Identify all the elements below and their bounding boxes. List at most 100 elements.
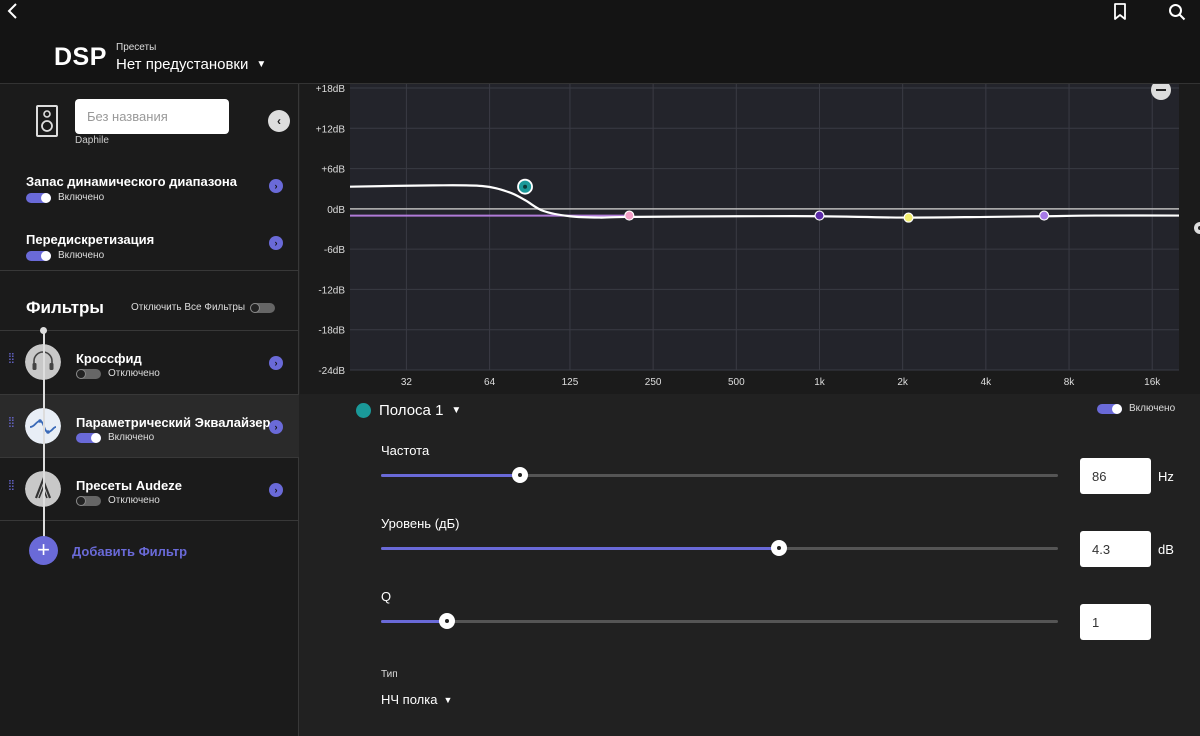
setting-title: Передискретизация — [26, 232, 155, 247]
x-tick-label: 2k — [897, 377, 909, 388]
filter-title: Кроссфид — [76, 351, 142, 366]
toggle-state-label: Отключено — [108, 495, 160, 506]
gain-input[interactable] — [1080, 531, 1151, 567]
eq-graph[interactable]: +18dB +12dB +6dB 0dB -6dB -12dB -18dB -24dB 32 64… — [300, 80, 1200, 394]
y-tick-label: -24dB — [318, 366, 345, 377]
y-tick-label: -18dB — [318, 326, 345, 337]
band-handle[interactable] — [814, 210, 825, 221]
frequency-unit: Hz — [1158, 469, 1174, 484]
resampling-toggle[interactable] — [26, 250, 51, 261]
add-filter-label[interactable]: Добавить Фильтр — [72, 544, 188, 559]
gain-unit: dB — [1158, 542, 1174, 557]
speaker-icon — [36, 105, 58, 137]
disable-all-toggle[interactable] — [250, 302, 276, 313]
page-title: DSP — [54, 43, 107, 71]
right-edge-handle[interactable] — [1194, 222, 1200, 234]
gain-slider-thumb[interactable] — [771, 540, 788, 556]
parametric-eq-toggle[interactable] — [76, 432, 101, 443]
band-handle[interactable] — [624, 210, 635, 221]
frequency-input[interactable] — [1080, 458, 1151, 494]
divider — [0, 394, 299, 395]
toggle-state-label: Включено — [58, 192, 105, 203]
gain-label: Уровень (дБ) — [381, 516, 460, 531]
x-tick-label: 8k — [1064, 377, 1076, 388]
filter-row-parametric-eq[interactable]: ⁞⁞ Параметрический Эквалайзер Включено › — [0, 395, 299, 458]
headroom-toggle[interactable] — [26, 192, 51, 203]
plot-area — [350, 84, 1179, 370]
search-icon[interactable] — [1168, 3, 1186, 21]
filter-chain-start-dot — [40, 327, 47, 334]
setting-resampling: Передискретизация Включено — [26, 232, 154, 261]
x-tick-label: 125 — [562, 377, 579, 388]
drag-handle-icon[interactable]: ⁞⁞ — [8, 477, 15, 493]
divider — [0, 270, 299, 271]
setting-headroom: Запас динамического диапазона Включено — [26, 174, 237, 203]
x-tick-label: 32 — [401, 377, 413, 388]
y-tick-label: +12dB — [316, 124, 346, 135]
x-tick-label: 1k — [814, 377, 826, 388]
band-name: Полоса 1 — [379, 402, 444, 419]
drag-handle-icon[interactable]: ⁞⁞ — [8, 414, 15, 430]
filter-type-dropdown[interactable]: НЧ полка ▼ — [381, 692, 452, 707]
drag-handle-icon[interactable]: ⁞⁞ — [8, 350, 15, 366]
x-tick-label: 4k — [981, 377, 993, 388]
setting-title: Запас динамического диапазона — [26, 174, 238, 189]
crossfeed-toggle[interactable] — [76, 368, 101, 379]
filters-heading: Фильтры — [26, 298, 104, 317]
x-tick-label: 250 — [645, 377, 662, 388]
filter-type-label: Тип — [381, 669, 398, 680]
band-handle[interactable] — [903, 212, 914, 223]
caret-down-icon: ▼ — [451, 405, 462, 416]
filter-row-audeze-presets[interactable]: ⁞⁞ Пресеты Audeze Отключено › — [0, 458, 299, 521]
band-enabled: Включено — [1097, 403, 1175, 414]
bookmark-icon[interactable] — [1112, 3, 1128, 21]
add-filter-button[interactable]: + — [29, 536, 58, 565]
filter-type-value: НЧ полка — [381, 692, 438, 707]
divider — [0, 330, 299, 331]
filter-title: Параметрический Эквалайзер — [76, 415, 271, 430]
presets-value: Нет предустановки — [116, 56, 249, 73]
frequency-slider-thumb[interactable] — [511, 467, 528, 483]
resampling-chevron-right-icon[interactable]: › — [269, 236, 283, 250]
parametric-eq-chevron-right-icon[interactable]: › — [269, 420, 283, 434]
band-handle-center — [523, 184, 528, 189]
toggle-state-label: Включено — [58, 250, 105, 261]
band-enabled-toggle[interactable] — [1097, 403, 1122, 414]
back-arrow-icon[interactable] — [4, 2, 22, 20]
q-input[interactable] — [1080, 604, 1151, 640]
caret-down-icon: ▼ — [443, 695, 453, 705]
sidebar: Daphile ‹ Запас динамического диапазона … — [0, 84, 299, 736]
x-tick-label: 16k — [1144, 377, 1161, 388]
toggle-state-label: Отключено — [108, 368, 160, 379]
q-slider[interactable] — [381, 613, 1058, 629]
band-selector-dropdown[interactable]: Полоса 1 ▼ — [379, 402, 461, 419]
band-color-dot — [356, 403, 371, 418]
top-bar: DSP Пресеты Нет предустановки ▼ — [0, 0, 1200, 84]
config-name-input[interactable] — [75, 99, 229, 134]
disable-all-filters: Отключить Все Фильтры — [131, 302, 276, 313]
y-tick-label: -6dB — [324, 245, 345, 256]
frequency-slider[interactable] — [381, 467, 1058, 483]
filter-chain-line — [43, 330, 45, 556]
eq-chart[interactable]: +18dB +12dB +6dB 0dB -6dB -12dB -18dB -24dB 32 64… — [300, 80, 1200, 394]
y-tick-label: 0dB — [327, 205, 345, 216]
q-slider-thumb[interactable] — [438, 613, 455, 629]
presets-dropdown[interactable]: Нет предустановки ▼ — [116, 56, 266, 73]
q-label: Q — [381, 589, 392, 604]
y-tick-label: -12dB — [318, 285, 345, 296]
collapse-sidebar-icon[interactable]: ‹ — [268, 110, 290, 132]
crossfeed-chevron-right-icon[interactable]: › — [269, 356, 283, 370]
audeze-chevron-right-icon[interactable]: › — [269, 483, 283, 497]
band-handle[interactable] — [1039, 210, 1050, 221]
device-label: Daphile — [75, 135, 109, 146]
gain-slider[interactable] — [381, 540, 1058, 556]
toggle-state-label: Включено — [108, 432, 155, 443]
filter-title: Пресеты Audeze — [76, 478, 182, 493]
presets-label: Пресеты — [116, 42, 157, 53]
divider — [0, 520, 299, 521]
toggle-state-label: Включено — [1129, 403, 1176, 414]
frequency-label: Частота — [381, 443, 430, 458]
headroom-chevron-right-icon[interactable]: › — [269, 179, 283, 193]
audeze-toggle[interactable] — [76, 495, 101, 506]
y-tick-label: +6dB — [321, 165, 345, 176]
